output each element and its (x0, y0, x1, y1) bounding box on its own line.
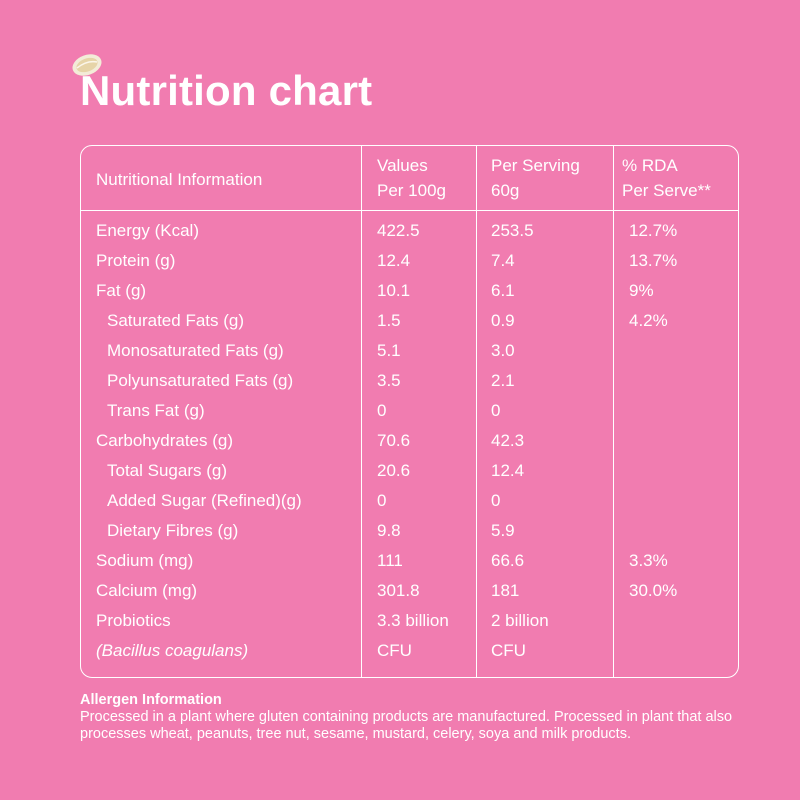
table-row: Sodium (mg) 111 66.6 3.3% (81, 546, 738, 576)
cell-v3: 30.0% (629, 581, 678, 600)
cell-name: Saturated Fats (g) (107, 311, 245, 330)
cell-v2: 2 billion (491, 611, 549, 630)
cell-v1: 12.4 (377, 251, 411, 270)
table-row: Dietary Fibres (g) 9.8 5.9 (81, 516, 738, 546)
nutrition-table: Nutritional Information Values Per 100g … (80, 145, 739, 678)
cell-name: Trans Fat (g) (107, 401, 205, 420)
cell-v2: 253.5 (491, 221, 534, 240)
cell-name: Total Sugars (g) (107, 461, 227, 480)
cell-v2: 181 (491, 581, 520, 600)
column-divider (613, 146, 614, 677)
cell-name: Dietary Fibres (g) (107, 521, 239, 540)
cell-v1: 301.8 (377, 581, 420, 600)
table-row: Trans Fat (g) 0 0 (81, 396, 738, 426)
cell-name: (Bacillus coagulans) (96, 641, 249, 660)
cell-v1: 3.5 (377, 371, 401, 390)
cell-v3: 9% (629, 281, 654, 300)
cell-v1: 3.3 billion (377, 611, 449, 630)
cell-v2: CFU (491, 641, 526, 660)
cell-v1: 5.1 (377, 341, 401, 360)
header-divider (81, 210, 738, 211)
header-line: Nutritional Information (96, 170, 263, 189)
cell-v1: 10.1 (377, 281, 411, 300)
cell-v3: 3.3% (629, 551, 668, 570)
allergen-text: Processed in a plant where gluten contai… (80, 709, 733, 742)
cell-v2: 6.1 (491, 281, 515, 300)
cell-v1: 422.5 (377, 221, 420, 240)
header-line: Per Serving (491, 156, 580, 175)
cell-v1: 111 (377, 551, 403, 570)
table-body: Energy (Kcal) 422.5 253.5 12.7% Protein (g) 1… (81, 216, 738, 666)
header-line: Values (377, 156, 428, 175)
cell-v1: CFU (377, 641, 412, 660)
cell-v2: 66.6 (491, 551, 525, 570)
cell-v2: 3.0 (491, 341, 515, 360)
header-line: Per Serve** (622, 181, 711, 200)
cell-name: Calcium (mg) (96, 581, 198, 600)
header-line: 60g (491, 181, 520, 200)
cell-v1: 20.6 (377, 461, 411, 480)
cell-v3: 4.2% (629, 311, 668, 330)
cell-name: Energy (Kcal) (96, 221, 199, 240)
table-row: Energy (Kcal) 422.5 253.5 12.7% (81, 216, 738, 246)
cell-name: Polyunsaturated Fats (g) (107, 371, 294, 390)
header-values-per-100g: Values Per 100g (377, 153, 446, 203)
allergen-section: Allergen Information Processed in a plan… (80, 692, 740, 743)
table-row: Polyunsaturated Fats (g) 3.5 2.1 (81, 366, 738, 396)
header-rda: % RDA Per Serve** (622, 153, 711, 203)
table-row: Added Sugar (Refined)(g) 0 0 (81, 486, 738, 516)
header-nutritional-information: Nutritional Information (96, 167, 262, 192)
allergen-title: Allergen Information (80, 692, 222, 708)
table-row: Protein (g) 12.4 7.4 13.7% (81, 246, 738, 276)
table-row: Calcium (mg) 301.8 181 30.0% (81, 576, 738, 606)
cell-name: Monosaturated Fats (g) (107, 341, 284, 360)
cell-name: Sodium (mg) (96, 551, 194, 570)
table-row: Fat (g) 10.1 6.1 9% (81, 276, 738, 306)
cell-v3: 13.7% (629, 251, 678, 270)
cell-name: Protein (g) (96, 251, 176, 270)
table-row: (Bacillus coagulans) CFU CFU (81, 636, 738, 666)
cell-name: Added Sugar (Refined)(g) (107, 491, 302, 510)
header-per-serving: Per Serving 60g (491, 153, 580, 203)
column-divider (476, 146, 477, 677)
header-line: Per 100g (377, 181, 446, 200)
cell-v2: 7.4 (491, 251, 515, 270)
table-row: Carbohydrates (g) 70.6 42.3 (81, 426, 738, 456)
cell-v2: 5.9 (491, 521, 515, 540)
cell-v2: 0 (491, 491, 501, 510)
cell-name: Carbohydrates (g) (96, 431, 234, 450)
cell-v3: 12.7% (629, 221, 678, 240)
cell-v1: 0 (377, 401, 387, 420)
page-title: Nutrition chart (80, 67, 373, 114)
cell-v2: 12.4 (491, 461, 525, 480)
cell-v1: 1.5 (377, 311, 401, 330)
cell-name: Probiotics (96, 611, 171, 630)
cell-name: Fat (g) (96, 281, 147, 300)
cell-v2: 2.1 (491, 371, 515, 390)
cell-v2: 0 (491, 401, 501, 420)
cell-v1: 9.8 (377, 521, 401, 540)
header-line: % RDA (622, 156, 678, 175)
table-row: Probiotics 3.3 billion 2 billion (81, 606, 738, 636)
table-row: Saturated Fats (g) 1.5 0.9 4.2% (81, 306, 738, 336)
table-row: Monosaturated Fats (g) 5.1 3.0 (81, 336, 738, 366)
column-divider (361, 146, 362, 677)
cell-v1: 0 (377, 491, 387, 510)
cell-v2: 42.3 (491, 431, 525, 450)
table-row: Total Sugars (g) 20.6 12.4 (81, 456, 738, 486)
cell-v2: 0.9 (491, 311, 515, 330)
cell-v1: 70.6 (377, 431, 411, 450)
oat-flake-icon (72, 54, 102, 76)
